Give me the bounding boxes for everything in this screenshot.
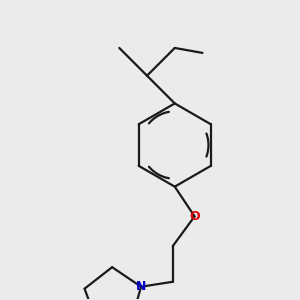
Text: O: O bbox=[189, 210, 200, 223]
Text: N: N bbox=[136, 280, 146, 293]
